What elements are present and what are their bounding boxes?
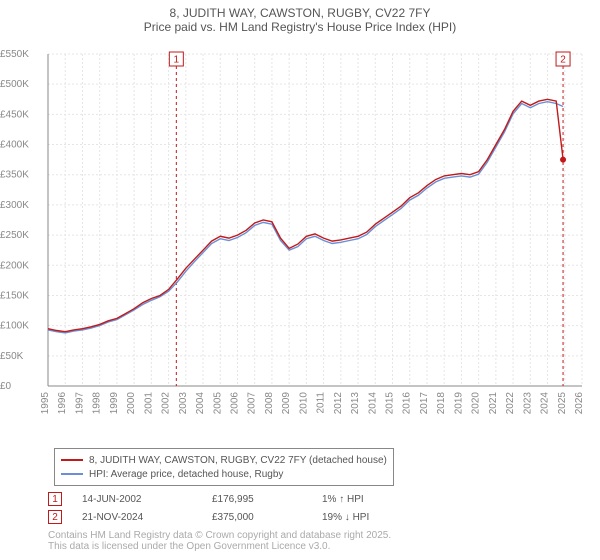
annotation-delta: 1% ↑ HPI xyxy=(322,494,364,505)
svg-text:2002: 2002 xyxy=(161,392,172,415)
annotation-date: 21-NOV-2024 xyxy=(82,512,192,523)
svg-text:2025: 2025 xyxy=(557,392,568,415)
legend-swatch xyxy=(61,473,83,475)
svg-text:2001: 2001 xyxy=(143,392,154,415)
chart-container: 8, JUDITH WAY, CAWSTON, RUGBY, CV22 7FY … xyxy=(0,0,600,560)
svg-text:2003: 2003 xyxy=(178,392,189,415)
svg-text:2012: 2012 xyxy=(333,392,344,415)
svg-text:2009: 2009 xyxy=(281,392,292,415)
svg-text:2018: 2018 xyxy=(436,392,447,415)
svg-text:2011: 2011 xyxy=(316,392,327,414)
license-text: Contains HM Land Registry data © Crown c… xyxy=(48,530,391,552)
svg-text:2019: 2019 xyxy=(453,392,464,415)
svg-text:£150K: £150K xyxy=(0,290,29,301)
svg-text:2014: 2014 xyxy=(367,392,378,415)
svg-text:1997: 1997 xyxy=(74,392,85,415)
series-price_paid xyxy=(48,99,563,331)
legend-label: HPI: Average price, detached house, Rugb… xyxy=(89,469,283,480)
annotation-row: 1 14-JUN-2002 £176,995 1% ↑ HPI xyxy=(48,490,369,508)
legend-row: HPI: Average price, detached house, Rugb… xyxy=(61,467,387,481)
svg-text:2: 2 xyxy=(560,55,566,66)
svg-text:2021: 2021 xyxy=(488,392,499,415)
svg-text:2007: 2007 xyxy=(247,392,258,415)
svg-text:2006: 2006 xyxy=(229,392,240,415)
annotation-marker: 1 xyxy=(48,492,62,506)
annotation-marker: 2 xyxy=(48,510,62,524)
svg-text:2005: 2005 xyxy=(212,392,223,415)
plot-area: £0£50K£100K£150K£200K£250K£300K£350K£400… xyxy=(48,42,588,414)
svg-text:£550K: £550K xyxy=(0,49,29,60)
chart-title-address: 8, JUDITH WAY, CAWSTON, RUGBY, CV22 7FY xyxy=(0,6,600,20)
svg-text:2000: 2000 xyxy=(126,392,137,415)
annotation-price: £176,995 xyxy=(212,494,302,505)
svg-text:2004: 2004 xyxy=(195,392,206,415)
svg-text:£350K: £350K xyxy=(0,170,29,181)
svg-text:2016: 2016 xyxy=(402,392,413,415)
svg-text:1: 1 xyxy=(174,55,180,66)
license-line1: Contains HM Land Registry data © Crown c… xyxy=(48,530,391,541)
svg-text:2024: 2024 xyxy=(540,392,551,415)
license-line2: This data is licensed under the Open Gov… xyxy=(48,541,391,552)
legend-row: 8, JUDITH WAY, CAWSTON, RUGBY, CV22 7FY … xyxy=(61,453,387,467)
svg-text:1996: 1996 xyxy=(57,392,68,415)
annotation-price: £375,000 xyxy=(212,512,302,523)
svg-text:2010: 2010 xyxy=(298,392,309,415)
annotation-row: 2 21-NOV-2024 £375,000 19% ↓ HPI xyxy=(48,508,369,526)
svg-text:1999: 1999 xyxy=(109,392,120,415)
end-point-dot xyxy=(560,157,566,163)
svg-text:2022: 2022 xyxy=(505,392,516,415)
annotation-delta: 19% ↓ HPI xyxy=(322,512,369,523)
svg-text:£100K: £100K xyxy=(0,321,29,332)
svg-text:2017: 2017 xyxy=(419,392,430,415)
svg-text:£300K: £300K xyxy=(0,200,29,211)
title-area: 8, JUDITH WAY, CAWSTON, RUGBY, CV22 7FY … xyxy=(0,0,600,36)
svg-text:2013: 2013 xyxy=(350,392,361,415)
svg-text:£50K: £50K xyxy=(0,351,24,362)
annotation-table: 1 14-JUN-2002 £176,995 1% ↑ HPI 2 21-NOV-2024… xyxy=(48,490,369,526)
plot-svg: £0£50K£100K£150K£200K£250K£300K£350K£400… xyxy=(48,42,588,414)
svg-text:£0: £0 xyxy=(0,381,12,392)
legend-label: 8, JUDITH WAY, CAWSTON, RUGBY, CV22 7FY … xyxy=(89,455,387,466)
svg-text:£400K: £400K xyxy=(0,140,29,151)
svg-text:2020: 2020 xyxy=(471,392,482,415)
svg-text:£200K: £200K xyxy=(0,260,29,271)
svg-text:1995: 1995 xyxy=(40,392,51,415)
annotation-date: 14-JUN-2002 xyxy=(82,494,192,505)
svg-text:2008: 2008 xyxy=(264,392,275,415)
chart-subtitle: Price paid vs. HM Land Registry's House … xyxy=(0,20,600,34)
legend: 8, JUDITH WAY, CAWSTON, RUGBY, CV22 7FY … xyxy=(54,448,394,486)
svg-text:2015: 2015 xyxy=(385,392,396,415)
svg-text:2026: 2026 xyxy=(574,392,585,415)
svg-text:2023: 2023 xyxy=(522,392,533,415)
svg-text:£250K: £250K xyxy=(0,230,29,241)
svg-text:1998: 1998 xyxy=(92,392,103,415)
legend-swatch xyxy=(61,459,83,461)
series-hpi xyxy=(48,102,563,333)
svg-text:£500K: £500K xyxy=(0,79,29,90)
svg-text:£450K: £450K xyxy=(0,109,29,120)
